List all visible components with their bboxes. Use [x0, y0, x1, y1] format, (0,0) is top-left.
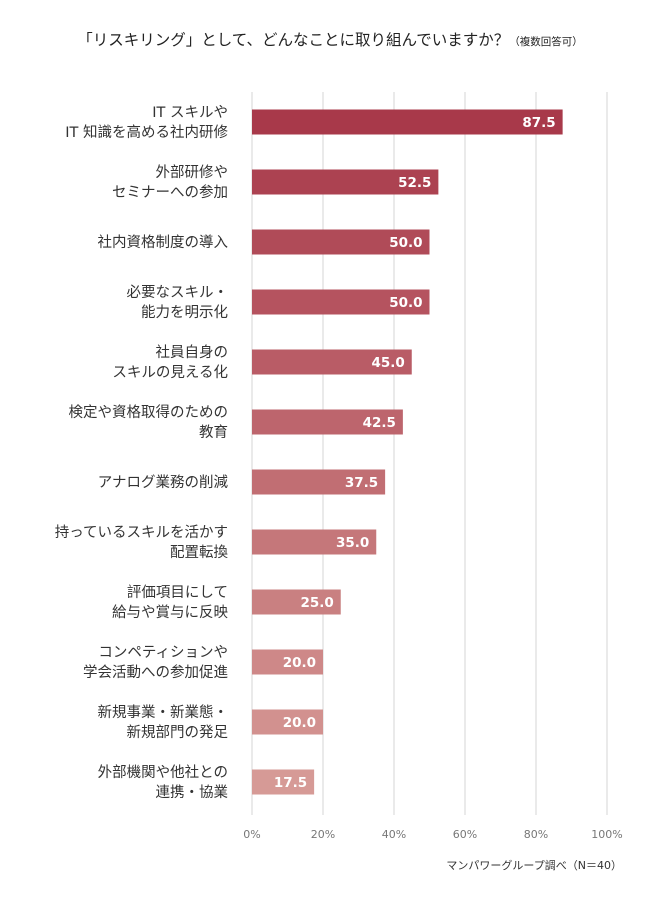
category-label: 給与や賞与に反映	[112, 604, 228, 621]
x-tick-label: 100%	[591, 828, 622, 841]
category-label: アナログ業務の削減	[98, 474, 229, 491]
chart-title-note: （複数回答可）	[509, 36, 583, 48]
bar	[252, 589, 341, 615]
bar	[252, 529, 377, 555]
category-label: 社員自身の	[156, 344, 229, 361]
bar	[252, 469, 386, 495]
chart-title-text: 「リスキリング」として、どんなことに取り組んでいますか？	[77, 31, 510, 49]
category-label: 必要なスキル・	[127, 284, 229, 301]
category-label: 配置転換	[170, 544, 228, 561]
category-label: 連携・協業	[156, 784, 229, 801]
bar	[252, 409, 403, 435]
category-label: 外部研修や	[156, 164, 229, 181]
bar-value-label: 52.5	[398, 175, 431, 191]
bar	[252, 169, 439, 195]
bar-value-label: 35.0	[336, 535, 369, 551]
x-tick-label: 60%	[453, 828, 477, 841]
bar	[252, 289, 430, 315]
bar-value-label: 25.0	[300, 595, 333, 611]
bar	[252, 649, 323, 675]
category-label: 外部機関や他社との	[98, 764, 228, 781]
bar-value-label: 50.0	[389, 295, 422, 311]
category-label: 持っているスキルを活かす	[55, 524, 228, 541]
bar-value-label: 20.0	[283, 715, 316, 731]
category-label: セミナーへの参加	[112, 184, 228, 201]
category-label: IT スキルや	[152, 104, 228, 121]
category-label: 社内資格制度の導入	[98, 234, 229, 251]
bar	[252, 709, 323, 735]
bar-value-label: 20.0	[283, 655, 316, 671]
bar	[252, 109, 563, 135]
bar-value-label: 17.5	[274, 775, 307, 791]
category-label: 新規部門の発足	[127, 724, 229, 741]
x-tick-label: 40%	[382, 828, 406, 841]
x-tick-label: 0%	[243, 828, 260, 841]
bar-value-label: 42.5	[363, 415, 396, 431]
category-label: スキルの見える化	[112, 364, 228, 381]
x-tick-label: 20%	[311, 828, 335, 841]
bar	[252, 229, 430, 255]
chart-title: 「リスキリング」として、どんなことに取り組んでいますか？（複数回答可）	[0, 28, 660, 50]
category-label: 新規事業・新業態・	[98, 704, 229, 721]
bar-value-label: 37.5	[345, 475, 378, 491]
category-label: 教育	[199, 424, 228, 441]
category-label: 学会活動への参加促進	[83, 664, 228, 681]
category-label: 能力を明示化	[141, 304, 228, 321]
x-tick-label: 80%	[524, 828, 548, 841]
category-label: 検定や資格取得のための	[69, 404, 229, 421]
bar	[252, 349, 412, 375]
category-label: コンペティションや	[98, 644, 228, 661]
category-label: IT 知識を高める社内研修	[65, 124, 228, 141]
bar-value-label: 50.0	[389, 235, 422, 251]
bar	[252, 769, 315, 795]
category-label: 評価項目にして	[127, 584, 228, 601]
bar-value-label: 45.0	[371, 355, 404, 371]
source-note: マンパワーグループ調べ（N＝40）	[446, 859, 622, 872]
bar-value-label: 87.5	[522, 115, 555, 131]
